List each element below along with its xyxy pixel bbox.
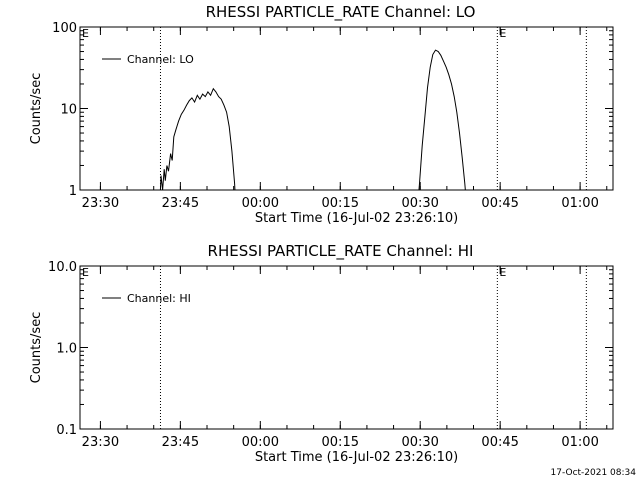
lo-x-tick-label: 23:30 <box>82 196 119 211</box>
hi-y-tick-label: 0.1 <box>56 423 77 438</box>
lo-x-axis-label: Start Time (16-Jul-02 23:26:10) <box>255 211 458 226</box>
lo-legend-label: Channel: LO <box>127 53 194 66</box>
hi-x-tick-label: 23:30 <box>82 435 119 450</box>
hi-event-marker-label: E <box>499 266 506 279</box>
lo-x-tick-label: 23:45 <box>162 196 199 211</box>
hi-x-tick-label: 00:15 <box>322 435 359 450</box>
hi-x-tick-label: 00:30 <box>401 435 438 450</box>
hi-x-tick-label: 00:00 <box>242 435 279 450</box>
hi-x-tick-label: 23:45 <box>162 435 199 450</box>
hi-event-marker-label: E <box>82 266 89 279</box>
lo-y-tick-label: 10 <box>60 103 77 118</box>
hi-plot-panel: RHESSI PARTICLE_RATE Channel: HI 0.1 1.0 10… <box>29 242 614 465</box>
lo-x-tick-label: 00:45 <box>481 196 518 211</box>
hi-plot-title: RHESSI PARTICLE_RATE Channel: HI <box>208 242 474 261</box>
hi-y-tick-label: 1.0 <box>56 342 77 357</box>
lo-x-tick-label: 00:00 <box>242 196 279 211</box>
hi-legend-label: Channel: HI <box>127 292 191 305</box>
hi-y-tick-label: 10.0 <box>48 260 77 275</box>
hi-x-axis-label: Start Time (16-Jul-02 23:26:10) <box>255 450 458 465</box>
lo-plot-panel: RHESSI PARTICLE_RATE Channel: LO 1 10 100 23… <box>29 3 614 226</box>
hi-x-tick-label: 00:45 <box>481 435 518 450</box>
lo-series-line <box>159 87 236 190</box>
plot-timestamp: 17-Oct-2021 08:34 <box>551 468 637 478</box>
lo-x-tick-label: 00:30 <box>401 196 438 211</box>
lo-event-marker-label: E <box>82 27 89 40</box>
lo-y-tick-label: 100 <box>52 21 77 36</box>
hi-y-axis-label: Counts/sec <box>29 312 44 384</box>
lo-series-line <box>418 49 466 190</box>
lo-x-tick-label: 00:15 <box>322 196 359 211</box>
lo-plot-frame <box>79 26 614 191</box>
lo-y-axis-label: Counts/sec <box>29 73 44 145</box>
lo-event-marker-label: E <box>499 27 506 40</box>
hi-plot-frame <box>79 265 614 430</box>
lo-x-tick-label: 01:00 <box>561 196 598 211</box>
lo-y-tick-label: 1 <box>69 184 77 199</box>
hi-x-tick-label: 01:00 <box>561 435 598 450</box>
lo-plot-title: RHESSI PARTICLE_RATE Channel: LO <box>206 3 476 22</box>
